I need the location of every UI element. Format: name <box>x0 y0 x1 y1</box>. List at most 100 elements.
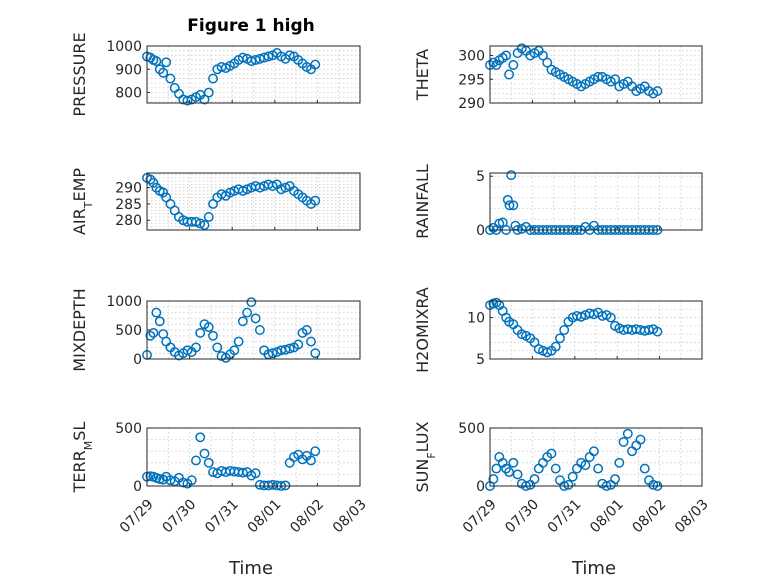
data-point <box>588 446 599 457</box>
data-point <box>203 322 214 333</box>
data-point <box>555 333 565 344</box>
data-point <box>158 187 169 198</box>
y-tick-label: 300 <box>458 49 485 65</box>
data-point <box>267 348 278 359</box>
data-point <box>191 342 201 353</box>
data-point <box>151 56 162 67</box>
data-point <box>310 59 321 70</box>
data-point <box>154 474 165 484</box>
y-tick-label: 0 <box>476 223 485 239</box>
data-point <box>276 184 287 195</box>
data-point <box>306 336 316 347</box>
data-point <box>538 50 548 61</box>
data-point <box>635 434 646 445</box>
data-point <box>310 348 321 359</box>
x-tick-label: 07/31 <box>202 496 242 536</box>
data-point <box>158 474 169 485</box>
y-tick-label: 5 <box>476 352 485 368</box>
data-point <box>618 436 629 447</box>
data-point <box>254 182 265 193</box>
y-tick-label: 0 <box>133 479 142 495</box>
x-tick-label: 08/03 <box>330 496 370 536</box>
figure-title: Figure 1 high <box>187 16 315 36</box>
data-point <box>229 345 240 356</box>
data-point <box>301 325 312 335</box>
data-point <box>208 73 218 84</box>
data-point <box>488 57 499 68</box>
data-point <box>242 307 253 318</box>
data-point <box>165 73 176 84</box>
y-tick-label: 290 <box>458 96 485 112</box>
axes-box <box>489 45 703 104</box>
y-axis-label-theta: THETA <box>413 49 432 101</box>
x-axis-label-right: Time <box>571 558 616 579</box>
data-point <box>267 181 278 191</box>
data-point <box>250 468 261 479</box>
data-point <box>580 460 591 471</box>
y-tick-label: 290 <box>115 181 142 197</box>
data-point <box>563 479 574 490</box>
subplot-h2omixra: 5 10 H2OMIXRA <box>413 287 703 373</box>
data-point <box>186 475 197 486</box>
data-point <box>191 455 201 466</box>
data-point <box>567 471 578 482</box>
data-point <box>610 474 621 484</box>
data-point <box>145 174 156 185</box>
x-tick-label: 08/01 <box>587 496 627 536</box>
y-tick-label: 0 <box>476 479 485 495</box>
data-point <box>250 313 261 324</box>
data-point <box>246 297 257 308</box>
data-point <box>542 57 553 68</box>
data-point <box>195 327 206 338</box>
y-tick-label: 1000 <box>106 294 142 310</box>
data-point <box>203 87 214 98</box>
axes-box <box>146 45 361 104</box>
data-point <box>652 326 663 337</box>
data-point <box>191 216 201 227</box>
data-point <box>610 74 621 85</box>
data-point <box>559 325 570 335</box>
y-tick-label: 10 <box>467 311 485 327</box>
x-tick-label: 07/29 <box>117 496 157 536</box>
x-tick-label: 08/01 <box>245 496 285 536</box>
data-point <box>491 463 502 474</box>
data-point <box>237 185 248 196</box>
data-point <box>529 474 540 484</box>
data-point <box>203 457 214 468</box>
axes-box <box>146 172 361 231</box>
y-tick-label: 800 <box>115 86 142 102</box>
data-point <box>648 479 659 490</box>
y-tick-label: 285 <box>115 197 142 213</box>
data-point <box>237 52 248 63</box>
data-point <box>501 50 512 61</box>
data-point <box>203 212 214 222</box>
data-point <box>504 200 515 211</box>
x-tick-label: 08/03 <box>672 496 712 536</box>
x-tick-label: 08/02 <box>630 496 670 536</box>
data-point <box>306 455 316 466</box>
x-tick-label: 07/29 <box>460 496 500 536</box>
data-point <box>237 467 248 478</box>
data-point <box>195 218 206 229</box>
subplot-theta: 290 295 300 THETA <box>413 43 703 112</box>
data-point <box>504 69 515 80</box>
data-point <box>233 336 244 347</box>
data-point <box>280 480 291 491</box>
subplot-mixdepth: 0 500 1000 MIXDEPTH <box>70 288 361 372</box>
data-point <box>550 463 561 474</box>
data-point <box>550 341 561 352</box>
y-tick-label: 500 <box>458 421 485 437</box>
data-point <box>639 463 650 474</box>
data-point <box>212 342 223 353</box>
y-axis-label-air-temp: AIRTEMP <box>70 168 95 235</box>
y-tick-label: 0 <box>133 352 142 368</box>
data-point <box>508 60 519 70</box>
data-point <box>284 50 295 61</box>
y-axis-label-rainfall: RAINFALL <box>413 164 432 239</box>
subplot-terr-msl: 0 500 07/29 07/30 07/31 08/01 08/02 08/03 TERRMS… <box>70 421 370 536</box>
data-point <box>506 170 517 181</box>
data-point <box>154 316 165 327</box>
